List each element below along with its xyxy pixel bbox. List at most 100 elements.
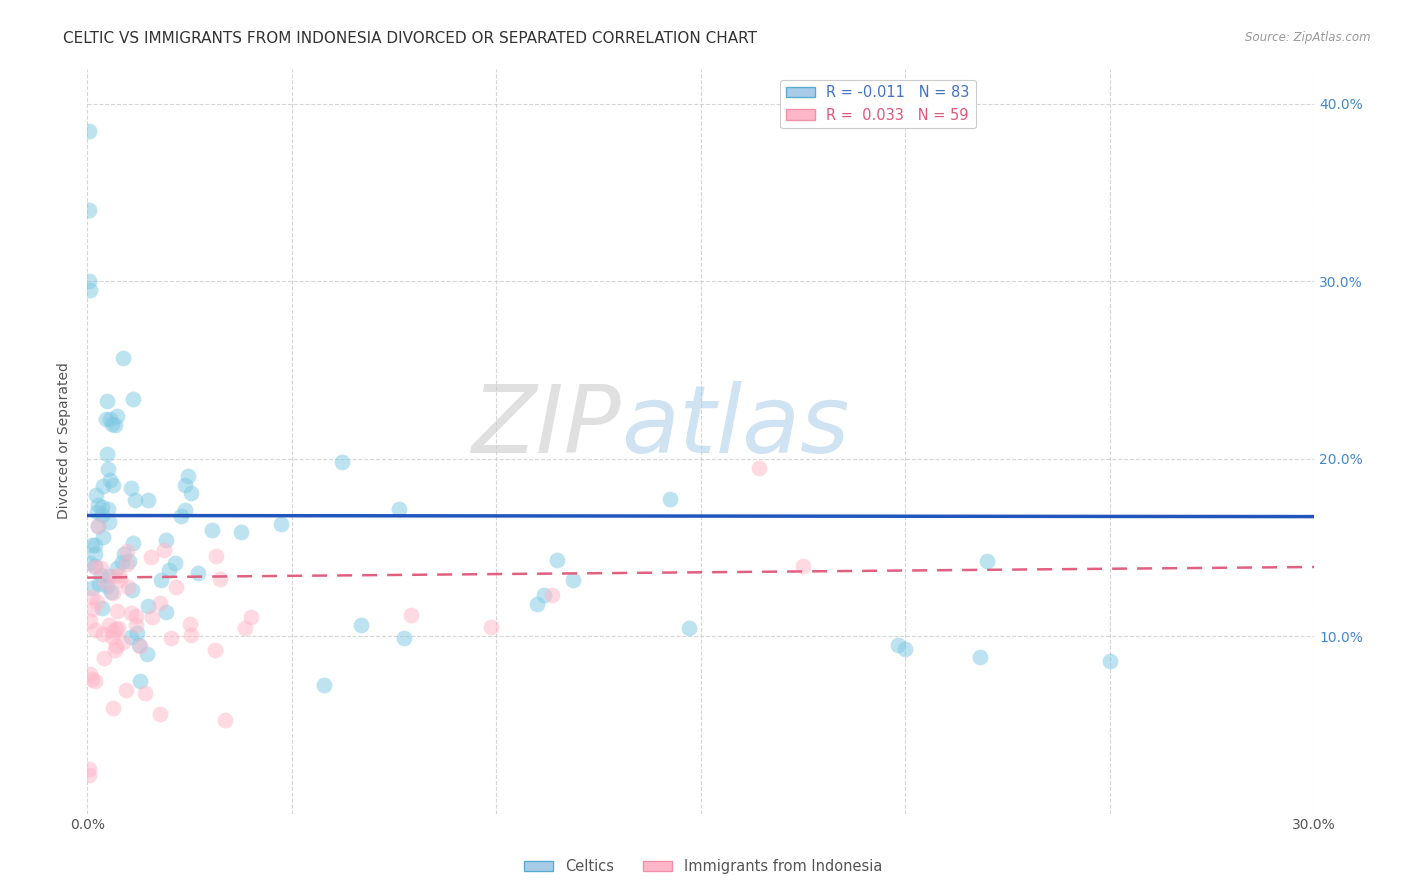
Point [108, 568, 131, 582]
Text: Source: ZipAtlas.com: Source: ZipAtlas.com [1246, 31, 1371, 45]
Point [887, 638, 910, 652]
Point [103, 642, 125, 657]
Point [105, 409, 128, 424]
Point [104, 417, 127, 432]
Point [120, 481, 142, 495]
Point [526, 597, 548, 611]
Point [121, 583, 143, 598]
Point [152, 542, 174, 557]
Point [96, 579, 118, 593]
Point [208, 572, 231, 586]
Point [90, 568, 112, 582]
Point [98, 515, 121, 529]
Point [80, 538, 103, 552]
Point [969, 650, 991, 665]
Point [388, 501, 411, 516]
Point [1098, 654, 1121, 668]
Point [96, 447, 118, 461]
Point [98, 473, 121, 487]
Point [180, 486, 202, 500]
Point [231, 524, 253, 539]
Point [111, 555, 134, 569]
Point [678, 621, 700, 635]
Point [80, 581, 103, 595]
Point [330, 455, 353, 469]
Point [270, 516, 292, 531]
Point [111, 635, 134, 649]
Point [187, 566, 209, 580]
Point [101, 417, 124, 431]
Point [540, 588, 562, 602]
Text: atlas: atlas [621, 381, 849, 472]
Point [77, 203, 100, 218]
Point [125, 609, 148, 624]
Point [101, 630, 124, 644]
Point [107, 621, 129, 635]
Point [170, 508, 193, 523]
Point [89, 577, 111, 591]
Point [173, 502, 195, 516]
Point [115, 558, 138, 572]
Point [117, 580, 139, 594]
Point [79, 283, 101, 297]
Point [976, 554, 998, 568]
Point [90, 561, 112, 575]
Point [121, 392, 143, 406]
Point [91, 627, 114, 641]
Point [118, 554, 141, 568]
Point [179, 617, 201, 632]
Point [141, 610, 163, 624]
Point [115, 682, 138, 697]
Point [82, 602, 104, 616]
Point [894, 641, 917, 656]
Point [155, 605, 177, 619]
Point [101, 586, 124, 600]
Point [125, 618, 148, 632]
Point [163, 556, 186, 570]
Point [392, 631, 415, 645]
Point [399, 608, 422, 623]
Point [93, 530, 115, 544]
Point [91, 500, 114, 515]
Point [101, 701, 124, 715]
Point [84, 547, 107, 561]
Point [103, 569, 125, 583]
Point [177, 469, 200, 483]
Point [546, 553, 568, 567]
Point [180, 628, 202, 642]
Point [105, 560, 128, 574]
Point [129, 673, 152, 688]
Point [110, 573, 132, 587]
Legend: Celtics, Immigrants from Indonesia: Celtics, Immigrants from Indonesia [517, 854, 889, 880]
Point [94, 412, 117, 426]
Point [135, 647, 157, 661]
Point [84, 623, 107, 637]
Point [80, 672, 103, 686]
Point [96, 394, 118, 409]
Point [91, 600, 114, 615]
Point [479, 620, 502, 634]
Point [174, 478, 197, 492]
Point [93, 650, 115, 665]
Point [84, 559, 107, 574]
Point [139, 550, 162, 565]
Point [214, 713, 236, 727]
Point [240, 610, 263, 624]
Point [205, 549, 228, 563]
Point [79, 556, 101, 570]
Point [160, 631, 183, 645]
Legend: R = -0.011   N = 83, R =  0.033   N = 59: R = -0.011 N = 83, R = 0.033 N = 59 [780, 79, 976, 128]
Point [112, 547, 135, 561]
Point [84, 538, 107, 552]
Point [204, 643, 226, 657]
Point [748, 460, 770, 475]
Point [94, 575, 117, 590]
Point [136, 492, 159, 507]
Point [100, 585, 122, 599]
Point [128, 638, 150, 652]
Point [105, 622, 128, 636]
Point [77, 762, 100, 776]
Text: ZIP: ZIP [471, 381, 621, 472]
Point [201, 523, 224, 537]
Point [77, 123, 100, 137]
